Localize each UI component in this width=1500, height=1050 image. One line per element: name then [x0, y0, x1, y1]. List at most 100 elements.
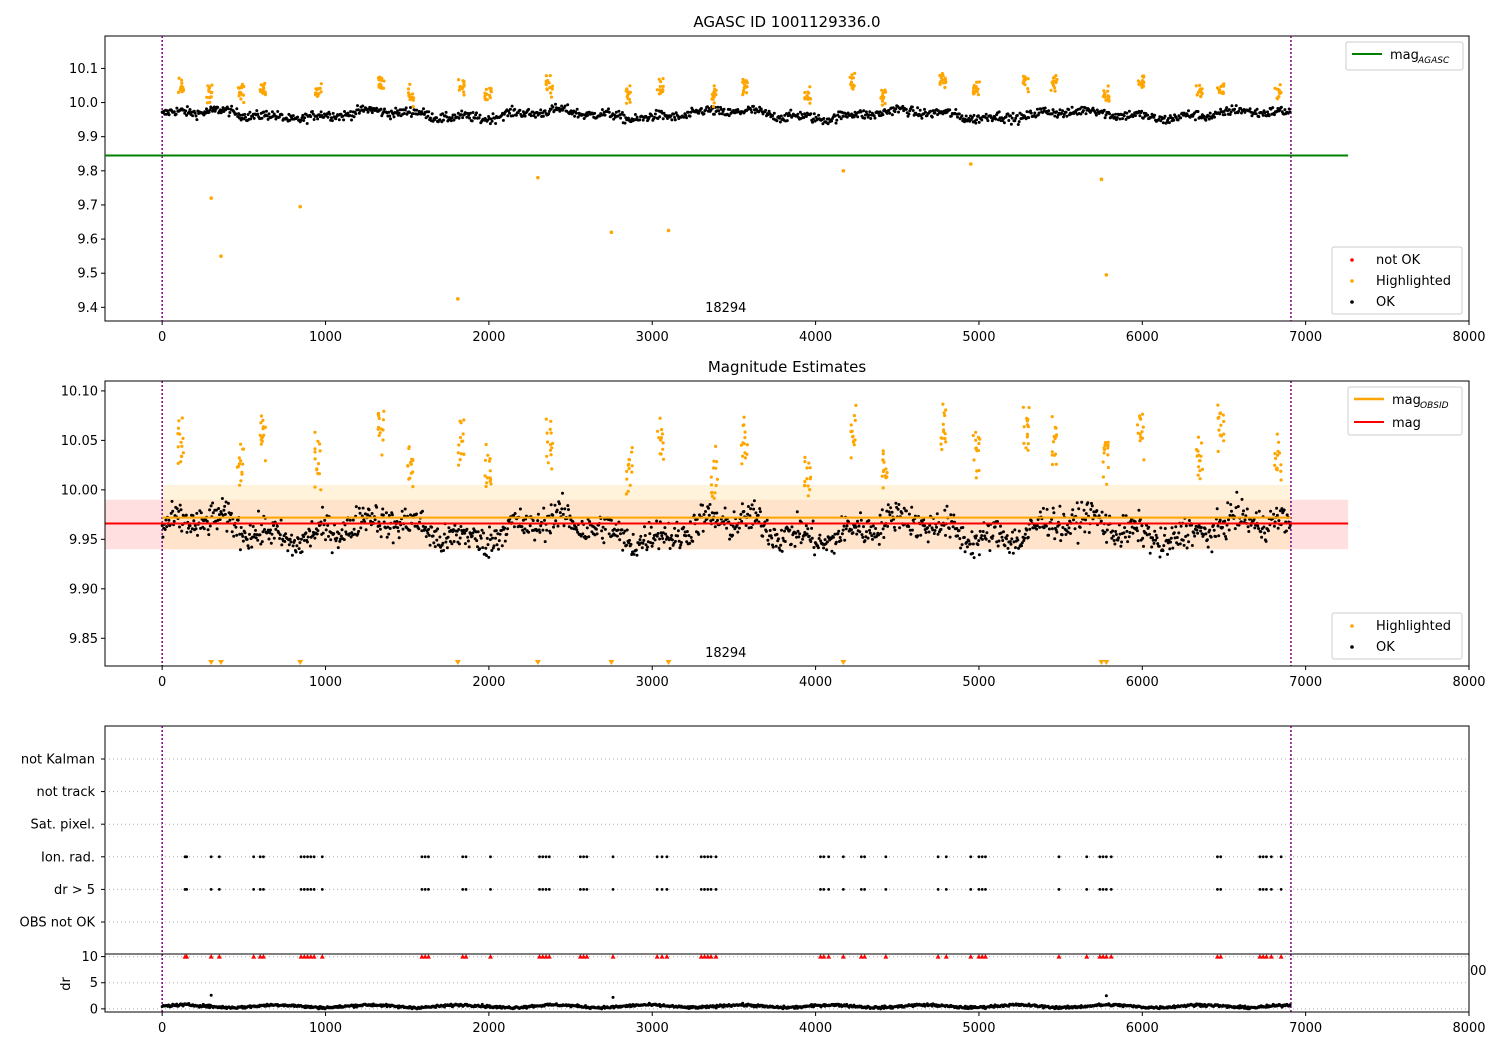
- data-point-highlighted: [627, 466, 631, 471]
- data-point-ok: [759, 107, 763, 111]
- data-point-highlighted: [1054, 462, 1058, 466]
- panel-flags-frame: [104, 725, 1470, 955]
- data-point-ok: [704, 510, 707, 513]
- data-point-highlighted: [715, 477, 720, 481]
- data-point-ok: [313, 536, 317, 540]
- data-point-ok: [778, 116, 781, 120]
- flag-point: [714, 888, 718, 891]
- data-point-ok: [718, 112, 722, 116]
- panel-mag-legend-dots: Highlighted OK: [1331, 612, 1463, 660]
- data-point-ok: [189, 530, 193, 534]
- data-point-ok: [1234, 506, 1238, 510]
- data-point-highlighted: [488, 477, 493, 482]
- data-point-ok: [442, 532, 446, 536]
- data-point-ok: [1272, 512, 1276, 516]
- data-point-ok: [361, 506, 365, 510]
- flag-point: [1104, 855, 1108, 859]
- data-point-highlighted: [630, 464, 634, 468]
- data-point-ok: [207, 533, 211, 537]
- data-point-ok: [881, 527, 885, 531]
- data-point-ok: [676, 534, 680, 538]
- flag-point: [1261, 855, 1265, 859]
- data-point-ok: [691, 539, 695, 543]
- data-point-ok: [1009, 542, 1013, 546]
- data-point-ok: [1124, 117, 1128, 121]
- data-point-highlighted: [712, 459, 716, 463]
- data-point-ok: [442, 118, 445, 122]
- data-point-ok: [928, 523, 932, 527]
- data-point-ok: [1127, 535, 1131, 539]
- data-point-ok: [1016, 538, 1020, 542]
- data-point-ok: [819, 539, 823, 543]
- data-point-ok: [248, 532, 251, 536]
- data-point-ok: [865, 530, 868, 534]
- flag-point: [819, 855, 822, 859]
- data-point-ok: [1035, 107, 1039, 111]
- data-point-ok: [193, 111, 197, 115]
- data-point-ok: [864, 110, 868, 114]
- data-point-highlighted: [627, 462, 631, 466]
- data-point-highlighted: [1221, 413, 1225, 417]
- data-point-ok: [1230, 509, 1233, 513]
- data-point-ok: [178, 503, 182, 507]
- data-point-ok: [342, 118, 346, 122]
- data-point-ok: [1020, 541, 1024, 545]
- data-point-ok: [1228, 514, 1232, 517]
- data-point-ok: [948, 108, 952, 112]
- data-point-ok: [638, 538, 642, 542]
- data-point-ok: [1116, 538, 1120, 542]
- data-point-ok: [1029, 111, 1033, 115]
- data-point-ok: [560, 104, 564, 108]
- data-point-ok: [728, 108, 732, 111]
- data-point-highlighted: [1277, 440, 1281, 444]
- data-point-ok: [1055, 110, 1058, 114]
- data-point-ok: [1212, 113, 1216, 116]
- data-point-ok: [576, 530, 580, 534]
- data-point-ok: [619, 532, 622, 536]
- flag-point: [1279, 855, 1283, 859]
- data-point-ok: [275, 524, 279, 528]
- data-point-ok: [291, 114, 295, 118]
- data-point-ok: [1185, 546, 1189, 550]
- data-point-ok: [1152, 541, 1156, 545]
- flag-point: [969, 855, 973, 859]
- flag-point: [660, 855, 664, 859]
- data-point-highlighted: [240, 470, 244, 474]
- data-point-ok: [673, 539, 677, 543]
- data-point-ok: [1126, 540, 1130, 544]
- data-point-ok: [1113, 115, 1117, 119]
- data-point-ok: [1227, 528, 1231, 532]
- data-point-highlighted: [744, 85, 748, 89]
- data-point-ok: [649, 525, 653, 529]
- flag-point: [544, 855, 548, 859]
- data-point-ok: [614, 110, 618, 114]
- data-point-ok: [508, 107, 512, 111]
- data-point-highlighted: [1136, 431, 1140, 435]
- data-point-ok: [837, 529, 841, 533]
- data-point-ok: [492, 544, 496, 548]
- data-point-highlighted: [545, 454, 549, 458]
- data-point-highlighted: [712, 496, 716, 500]
- x-tick-label: 6000: [1126, 675, 1159, 690]
- data-point-ok: [1151, 536, 1154, 540]
- data-point-highlighted: [319, 82, 323, 86]
- data-point-ok: [1135, 526, 1139, 530]
- data-point-ok: [1128, 531, 1132, 534]
- data-point-ok: [575, 528, 579, 532]
- data-point-ok: [1104, 113, 1108, 117]
- data-point-ok: [1122, 114, 1126, 118]
- data-point-ok: [617, 109, 621, 113]
- data-point-highlighted: [209, 95, 213, 99]
- data-point-ok: [1101, 529, 1105, 533]
- data-point-ok: [868, 110, 872, 114]
- data-point-highlighted: [1197, 465, 1201, 469]
- data-point-ok: [685, 116, 689, 120]
- data-point-highlighted: [487, 459, 492, 463]
- data-point-ok: [722, 107, 726, 111]
- data-point-ok: [1216, 524, 1220, 528]
- data-point-ok: [996, 118, 1000, 122]
- data-point-ok: [635, 115, 639, 119]
- data-point-highlighted: [380, 76, 384, 80]
- data-point-ok: [867, 113, 871, 117]
- data-point-ok: [300, 116, 304, 120]
